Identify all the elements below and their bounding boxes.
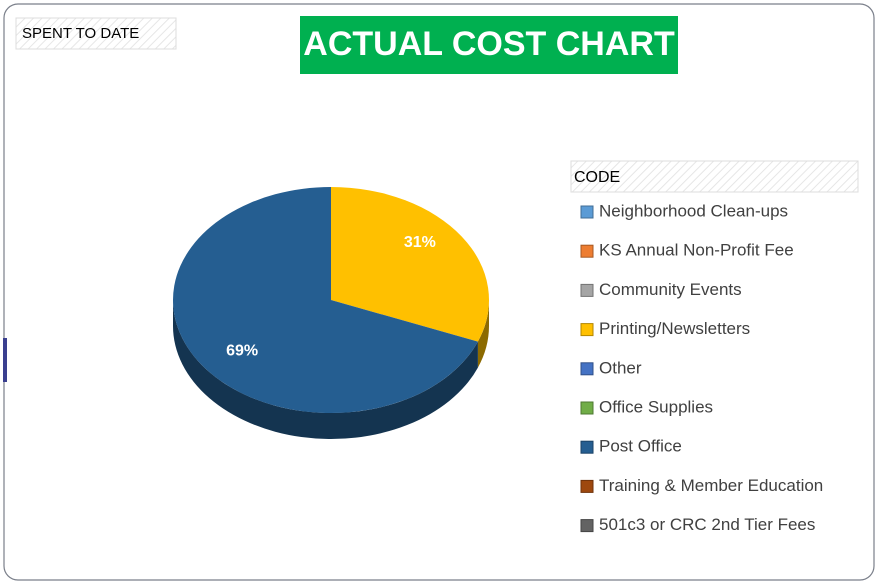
pie-slice — [331, 187, 489, 342]
legend-label: Training & Member Education — [599, 476, 823, 495]
pie-slice-side — [477, 300, 489, 368]
legend-title: CODE — [574, 169, 620, 186]
legend-swatch — [580, 362, 594, 376]
chart-title: ACTUAL COST CHART — [303, 25, 675, 63]
pie-slice — [172, 187, 478, 414]
legend-swatch — [580, 283, 594, 297]
subtitle: SPENT TO DATE — [22, 25, 139, 42]
legend-label: Other — [599, 358, 642, 377]
legend-swatch — [580, 401, 594, 415]
legend-swatch — [580, 205, 594, 219]
legend-label: Office Supplies — [599, 397, 713, 416]
legend-label: KS Annual Non-Profit Fee — [599, 241, 794, 260]
legend-swatch — [580, 440, 594, 454]
legend-label: Printing/Newsletters — [599, 319, 750, 338]
legend-label: Neighborhood Clean-ups — [599, 201, 788, 220]
subtitle-box — [15, 17, 177, 50]
edge-marker — [3, 338, 7, 382]
pie-slice-side — [173, 300, 478, 439]
legend-swatch — [580, 323, 594, 337]
legend-title-box — [570, 160, 859, 193]
legend-swatch — [580, 479, 594, 493]
data-label: 31% — [404, 234, 436, 251]
legend-swatch — [580, 244, 594, 258]
data-label: 69% — [226, 342, 258, 359]
legend-label: 501c3 or CRC 2nd Tier Fees — [599, 515, 815, 534]
title-box — [300, 16, 678, 74]
legend-label: Post Office — [599, 437, 682, 456]
legend-swatch — [580, 519, 594, 533]
legend-label: Community Events — [599, 280, 742, 299]
